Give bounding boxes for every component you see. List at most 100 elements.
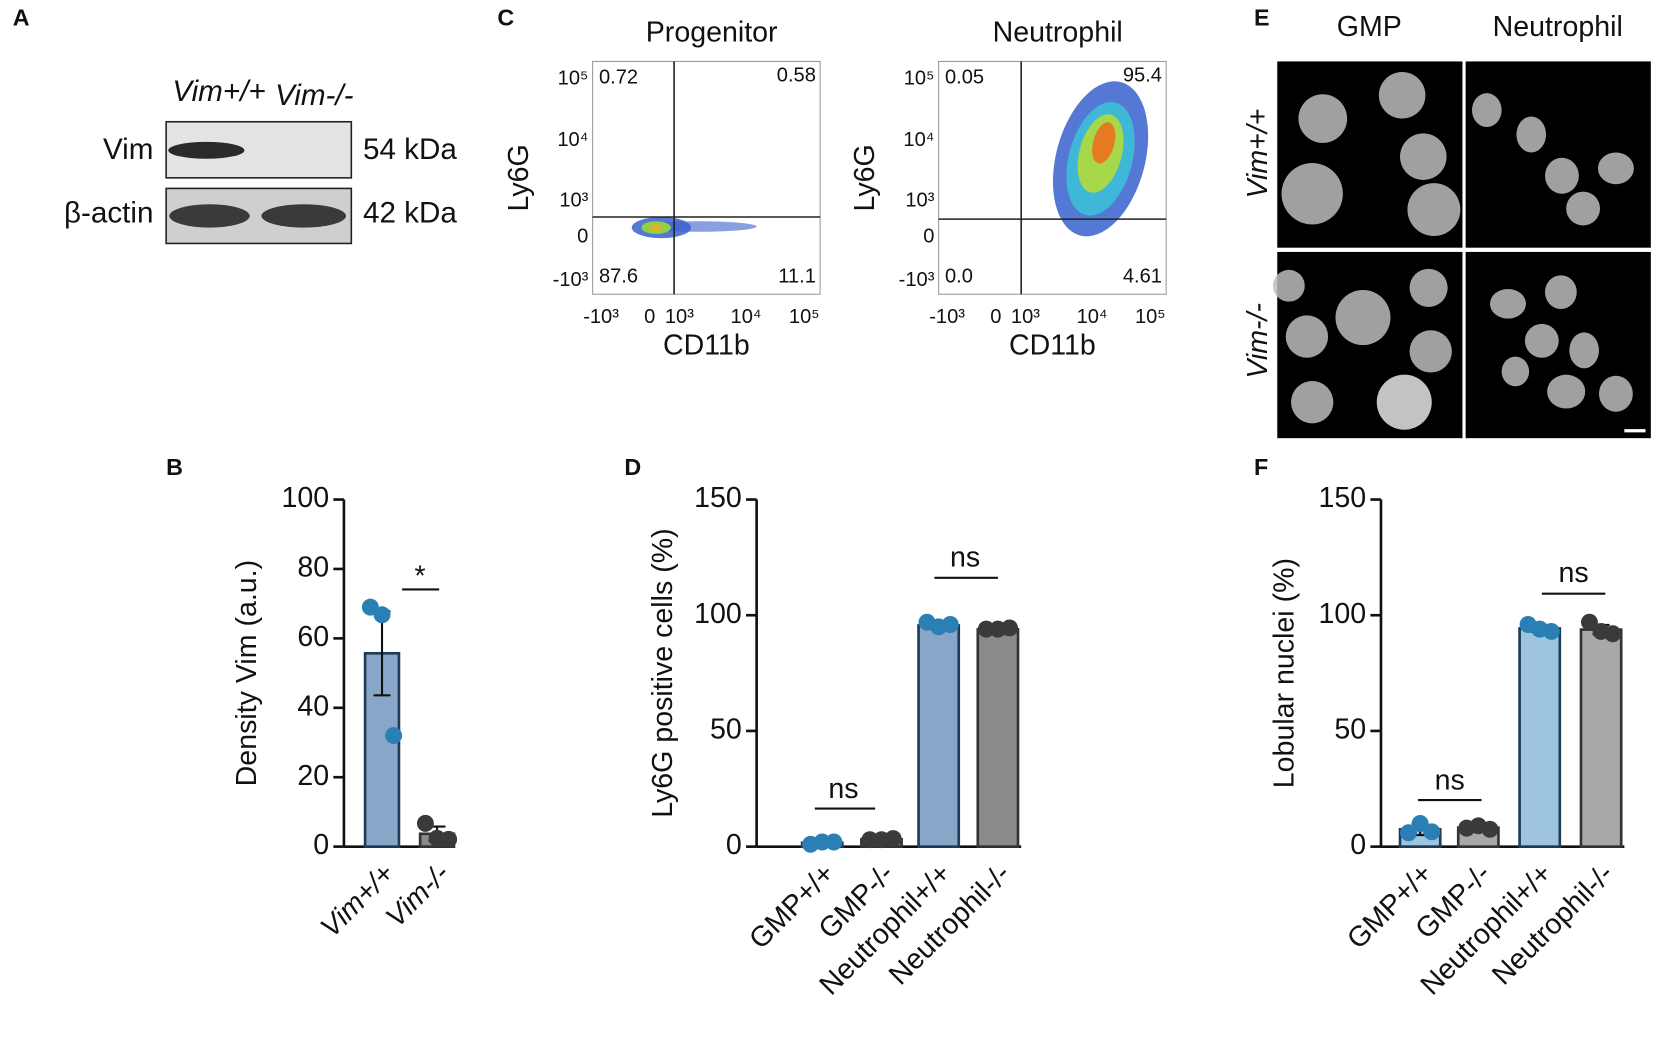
quadrant-value: 11.1	[778, 266, 816, 288]
quadrant-value: 4.61	[1123, 266, 1162, 288]
panel-letter: D	[624, 454, 641, 480]
y-tick-label: 100	[1319, 598, 1367, 630]
density	[649, 224, 663, 231]
y-tick-label: 50	[1334, 713, 1366, 745]
y-tick-label: 10³	[905, 189, 934, 211]
data-point	[1481, 820, 1499, 838]
y-tick-label: 40	[297, 690, 329, 722]
data-point	[1542, 622, 1560, 640]
data-point	[416, 814, 434, 832]
y-tick-label: 0	[726, 829, 742, 861]
y-tick-label: 100	[281, 482, 329, 514]
data-point	[440, 830, 458, 848]
x-tick-label: -10³	[929, 306, 965, 328]
significance-label: *	[415, 560, 426, 592]
y-tick-label: 10⁵	[904, 68, 935, 90]
plot-title: Progenitor	[646, 16, 778, 48]
axis-label: Ly6G	[849, 144, 881, 211]
x-tick-label: 10⁵	[1135, 306, 1166, 328]
significance-label: ns	[828, 773, 858, 805]
bar	[1518, 627, 1562, 848]
plot-frame	[592, 60, 821, 295]
protein-label: Vim	[103, 133, 153, 166]
y-tick-label: 0	[1350, 829, 1366, 861]
band	[168, 141, 245, 159]
data-point	[1400, 824, 1417, 842]
y-tick-label: -10³	[553, 269, 589, 291]
panel-letter: E	[1254, 4, 1270, 30]
y-tick-label: 10³	[559, 189, 588, 211]
axis-label: CD11b	[1009, 330, 1096, 362]
x-tick-label: 10⁴	[1077, 306, 1108, 328]
protein-label: β-actin	[64, 197, 153, 230]
lane-label: Vim-/-	[275, 79, 354, 112]
x-tick-label: GMP+/+	[743, 858, 841, 956]
y-tick-label: 50	[710, 713, 742, 745]
axis-label: Lobular nuclei (%)	[1268, 558, 1300, 788]
data-point	[861, 831, 879, 849]
panel-letter: F	[1254, 454, 1268, 480]
size-label: 42 kDa	[363, 197, 457, 230]
quadrant-value: 95.4	[1123, 65, 1162, 87]
x-tick-label: 10⁴	[731, 306, 762, 328]
y-tick-label: 100	[694, 598, 742, 630]
data-point	[1580, 613, 1598, 631]
y-tick-label: 80	[297, 552, 329, 584]
data-point	[813, 833, 831, 851]
x-tick-label: Vim-/-	[380, 858, 456, 934]
bar	[976, 628, 1020, 848]
y-tick-label: 10⁵	[558, 68, 589, 90]
y-tick-label: 0	[923, 225, 934, 247]
x-tick-label: 10³	[665, 306, 694, 328]
x-tick-label: 10⁵	[789, 306, 820, 328]
quadrant-value: 0.58	[777, 65, 816, 87]
panel-letter: B	[166, 454, 183, 480]
y-tick-label: 60	[297, 621, 329, 653]
data-point	[1423, 823, 1441, 841]
axis-label: Ly6G	[503, 144, 535, 211]
row-label: Vim-/-	[1242, 303, 1274, 379]
lane-label: Vim+/+	[172, 75, 265, 108]
data-point	[1604, 625, 1622, 643]
axis-label: Ly6G positive cells (%)	[647, 528, 679, 817]
data-point	[825, 833, 843, 851]
band	[169, 204, 250, 228]
significance-label: ns	[1558, 557, 1588, 589]
quadrant-value: 0.0	[945, 266, 973, 288]
column-label: GMP	[1337, 11, 1402, 43]
y-tick-label: 150	[1319, 482, 1367, 514]
data-point	[373, 606, 391, 624]
data-point	[941, 616, 959, 633]
plot-title: Neutrophil	[993, 16, 1123, 48]
axis-label: Density Vim (a.u.)	[231, 560, 263, 786]
panel-letter: C	[497, 4, 514, 30]
column-label: Neutrophil	[1493, 11, 1623, 43]
size-label: 54 kDa	[363, 133, 457, 166]
data-point	[884, 830, 902, 848]
data-point	[977, 620, 995, 638]
y-tick-label: -10³	[899, 269, 935, 291]
y-tick-label: 0	[313, 829, 329, 861]
band	[261, 204, 347, 228]
bar	[917, 624, 961, 848]
x-tick-label: 0	[990, 306, 1001, 328]
y-tick-label: 10⁴	[903, 129, 934, 151]
row-label: Vim+/+	[1242, 109, 1274, 199]
significance-label: ns	[950, 541, 980, 573]
x-tick-label: -10³	[583, 306, 619, 328]
density	[1092, 122, 1116, 164]
data-point	[1001, 619, 1019, 637]
y-tick-label: 0	[577, 225, 588, 247]
y-tick-label: 20	[297, 760, 329, 792]
panel-letter: A	[13, 4, 30, 30]
quadrant-value: 0.05	[945, 67, 984, 89]
x-tick-label: 0	[644, 306, 655, 328]
quadrant-value: 87.6	[599, 266, 638, 288]
axis-label: CD11b	[663, 330, 750, 362]
y-tick-label: 10⁴	[557, 129, 588, 151]
x-tick-label: 10³	[1011, 306, 1040, 328]
micrographs	[1273, 61, 1651, 439]
x-tick-label: Vim+/+	[315, 858, 401, 944]
significance-label: ns	[1435, 765, 1465, 797]
